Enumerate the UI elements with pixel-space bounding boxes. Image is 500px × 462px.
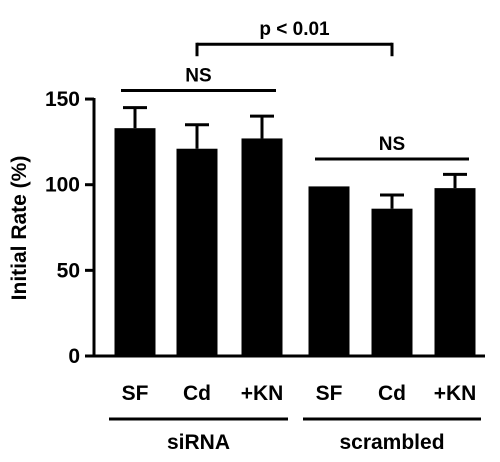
annotation-label: NS [185,65,211,86]
category-label: Cd [378,382,406,405]
y-axis-label: Initial Rate (%) [8,156,31,301]
category-label: +KN [434,382,477,405]
y-tick-label: 100 [45,174,80,197]
annotation-label: NS [379,134,405,155]
bar [371,208,413,356]
group-label: scrambled [339,431,444,454]
group-labels: siRNA scrambled [109,417,481,454]
bar [241,138,283,356]
y-ticks: 0 50 100 150 [45,88,94,368]
category-label: SF [316,382,343,405]
axes [92,98,485,358]
category-label: +KN [241,382,284,405]
bar [308,186,350,356]
y-tick-label: 150 [45,88,80,111]
error-bars [123,106,467,209]
group-label: siRNA [167,431,230,454]
y-tick-label: 0 [68,345,80,368]
bar [114,128,156,356]
significance-annotations: NS NS p < 0.01 [121,19,469,161]
bar [176,148,218,356]
bar [434,188,476,356]
category-labels: SF Cd +KN SF Cd +KN [122,382,477,405]
annotation-label: p < 0.01 [259,19,330,40]
category-label: SF [122,382,149,405]
bars [114,128,476,356]
y-tick-label: 50 [57,259,80,282]
category-label: Cd [183,382,211,405]
